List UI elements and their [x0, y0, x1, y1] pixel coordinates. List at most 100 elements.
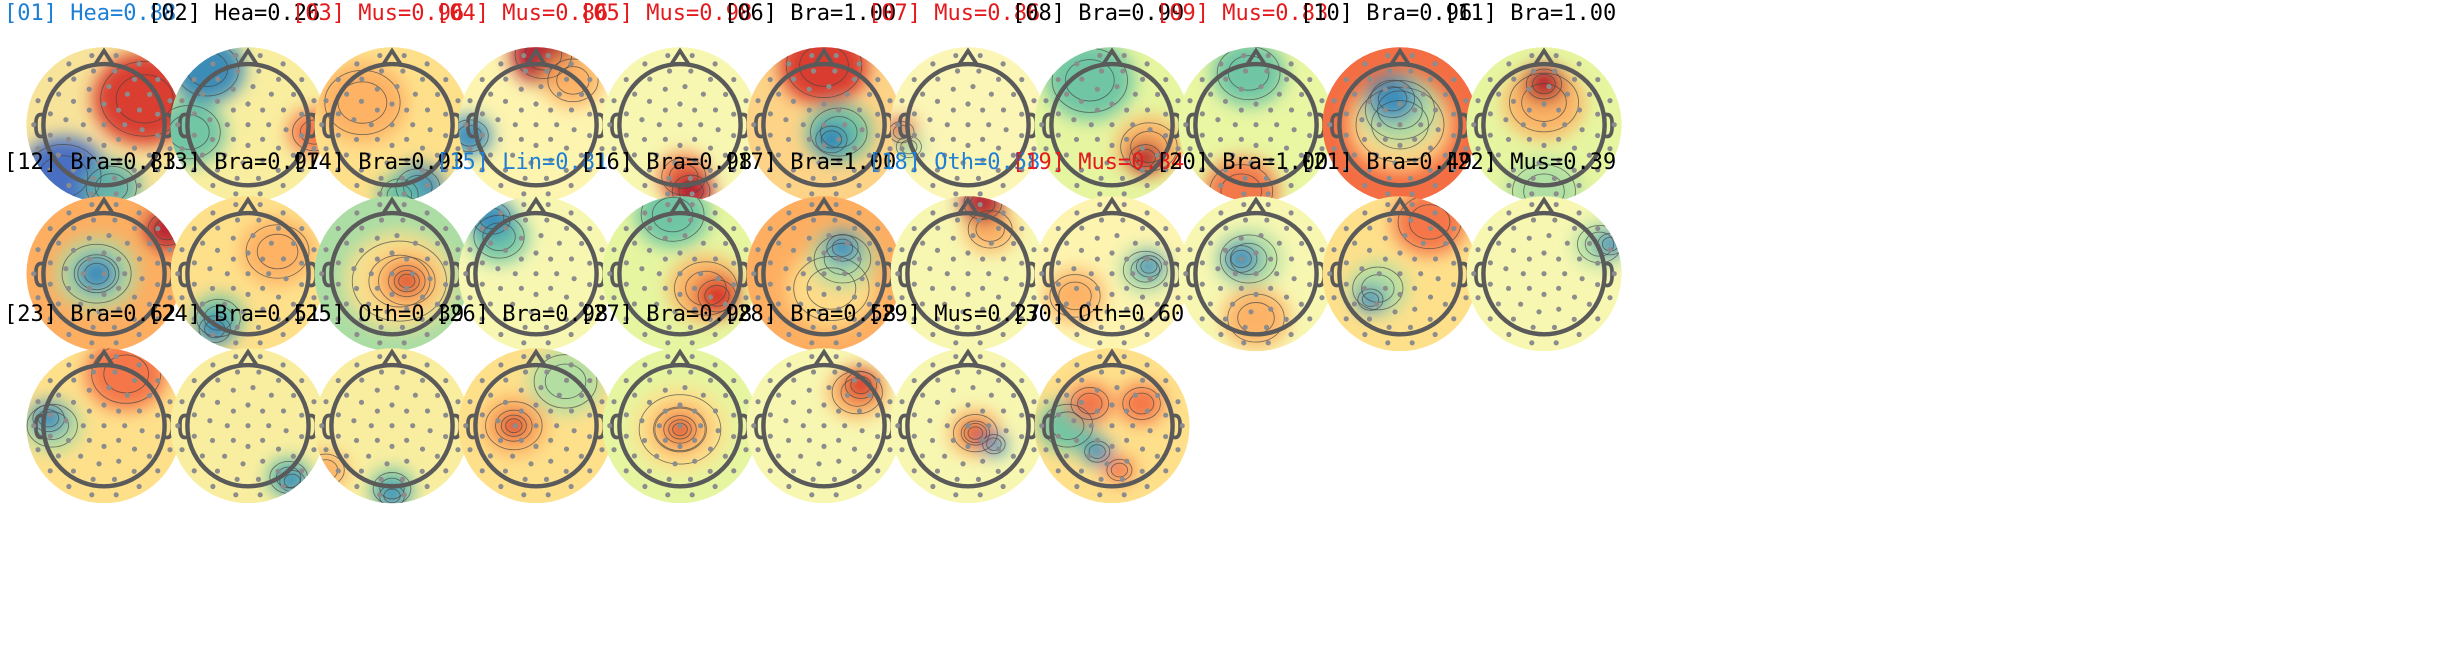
sensor-dot [250, 384, 256, 391]
sensor-dot [1114, 384, 1120, 391]
sensor-dot [35, 447, 41, 453]
sensor-dot [389, 101, 395, 107]
sensor-dot [443, 132, 449, 139]
scalp-topomap [1034, 47, 1190, 203]
sensor-dot [1579, 276, 1585, 282]
sensor-dot [1175, 247, 1181, 253]
scalp-topomap [1034, 348, 1190, 504]
head-outline [185, 61, 311, 188]
sensor-dot [199, 301, 205, 307]
sensor-dot [1556, 285, 1562, 291]
nose-outline [668, 348, 692, 368]
sensor-dot [275, 167, 281, 173]
sensor-dot [1475, 247, 1481, 253]
sensor-dot [47, 281, 53, 287]
topomap-cell: [14] Bra=0.93 [292, 149, 512, 352]
sensor-dot [260, 408, 266, 414]
sensor-dot [995, 446, 1002, 452]
sensor-dot [1518, 301, 1524, 307]
sensor-dot [521, 191, 527, 197]
sensor-dot [1003, 127, 1009, 133]
sensor-dot [1238, 235, 1244, 241]
sensor-dot [798, 152, 804, 158]
sensor-dot [911, 377, 917, 384]
sensor-dot [1268, 136, 1274, 142]
sensor-dot [1331, 247, 1337, 253]
sensor-dot [1055, 468, 1061, 474]
sensor-dot [832, 369, 838, 375]
sensor-dot [335, 76, 341, 83]
sensor-dot [1307, 281, 1313, 288]
sensor-dot [1242, 324, 1248, 330]
sensor-dot [1385, 191, 1391, 197]
sensor-dot [1031, 98, 1037, 104]
sensor-dot [1556, 107, 1562, 113]
sensor-dot [1088, 122, 1094, 128]
sensor-dot [712, 61, 718, 67]
sensor-dot [1362, 331, 1368, 338]
sensor-dot [1175, 98, 1181, 104]
sensor-dot [1217, 136, 1224, 143]
sensor-dot [1130, 271, 1136, 277]
sensor-dot [1071, 418, 1077, 424]
sensor-dot [255, 175, 262, 181]
sensor-dot [1000, 362, 1006, 368]
sensor-dot [275, 316, 281, 322]
sensor-dot [1104, 461, 1110, 467]
sensor-dot [1139, 225, 1146, 231]
sensor-dot [1611, 122, 1617, 128]
sensor-dot [1055, 433, 1061, 439]
sensor-dot [455, 447, 461, 453]
sensor-dot [245, 402, 251, 408]
sensor-dot [722, 152, 728, 158]
sensor-dot [836, 437, 842, 443]
sensor-dot [568, 408, 575, 414]
sensor-dot [1120, 68, 1126, 74]
sensor-dot [1343, 260, 1349, 266]
sensor-dot [90, 68, 97, 74]
sensor-dot [66, 182, 72, 189]
sensor-dot [424, 61, 430, 67]
sensor-dot [810, 68, 817, 74]
sensor-dot [568, 256, 575, 262]
sensor-dot [90, 324, 96, 330]
sensor-dot [965, 291, 971, 297]
sensor-dot [1163, 132, 1169, 139]
sensor-dot [323, 399, 329, 405]
sensor-dot [1595, 316, 1601, 322]
contour-line [1088, 444, 1106, 459]
sensor-dot [1386, 217, 1393, 223]
sensor-dot [1288, 256, 1295, 262]
sensor-dot [707, 446, 714, 452]
sensor-dot [116, 458, 122, 464]
sensor-dot [351, 418, 357, 424]
sensor-dot [677, 101, 683, 107]
sensor-dot [707, 316, 713, 322]
sensor-dot [1283, 76, 1290, 82]
sensor-dot [518, 86, 524, 92]
sensor-dot [240, 309, 246, 315]
sensor-dot [275, 294, 282, 300]
sensor-dot [929, 285, 936, 292]
sensor-dot [1288, 107, 1295, 113]
sensor-dot [646, 167, 653, 173]
sensor-dot [642, 331, 648, 338]
sensor-dot [953, 191, 959, 197]
sensor-dot [995, 145, 1002, 151]
sensor-dot [467, 247, 473, 253]
sensor-dot [245, 142, 251, 148]
sensor-dot [950, 256, 956, 262]
contour-line [1525, 68, 1563, 100]
sensor-dot [512, 122, 518, 128]
sensor-dot [424, 107, 431, 113]
contour-line [815, 125, 848, 154]
sensor-dot [323, 98, 329, 104]
sensor-dot [155, 132, 161, 139]
sensor-dot [1564, 91, 1570, 97]
sensor-dot [672, 461, 678, 467]
sensor-dot [1607, 247, 1613, 253]
sensor-dot [578, 301, 584, 307]
sensor-dot [930, 210, 936, 216]
nose-outline [1244, 47, 1268, 67]
sensor-dot [250, 232, 256, 239]
